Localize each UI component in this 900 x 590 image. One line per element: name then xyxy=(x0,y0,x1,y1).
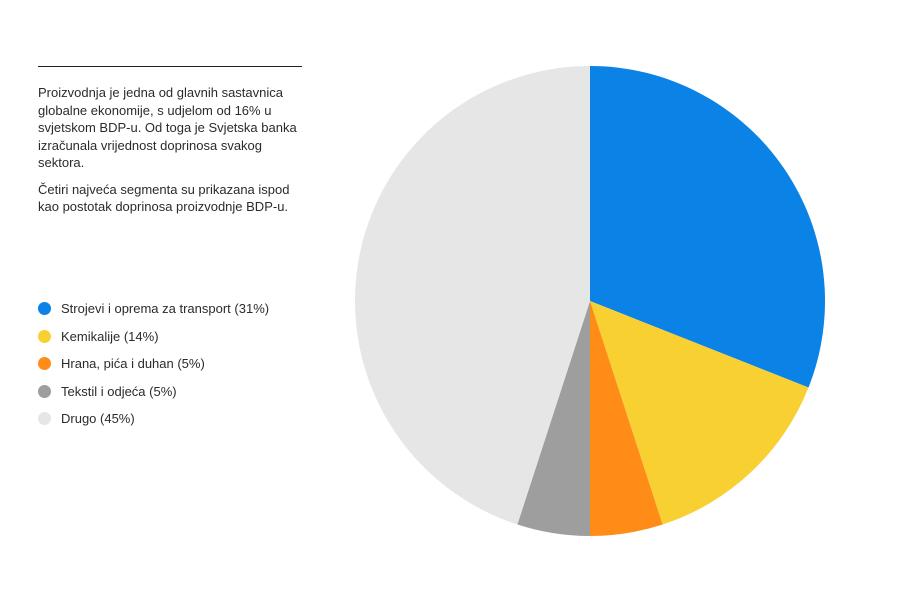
legend-swatch-other xyxy=(38,412,51,425)
pie-chart xyxy=(354,65,826,536)
pie-slices xyxy=(354,65,826,536)
legend-label-food: Hrana, pića i duhan (5%) xyxy=(61,356,205,371)
intro-paragraph-2: Četiri najveća segmenta su prikazana isp… xyxy=(38,181,290,215)
legend-item-chemicals: Kemikalije (14%) xyxy=(38,328,300,346)
chart-legend: Strojevi i oprema za transport (31%) Kem… xyxy=(38,300,300,438)
legend-item-other: Drugo (45%) xyxy=(38,410,300,428)
legend-label-textiles: Tekstil i odjeća (5%) xyxy=(61,383,177,399)
pie-slice-other xyxy=(354,65,590,525)
pie-slice-machinery xyxy=(590,66,826,388)
legend-item-food: Hrana, pića i duhan (5%) xyxy=(38,355,300,373)
legend-swatch-machinery xyxy=(38,302,51,315)
legend-swatch-chemicals xyxy=(38,329,51,343)
intro-text: Proizvodnja je jedna od glavnih sastavni… xyxy=(38,84,300,225)
legend-label-machinery: Strojevi i oprema za transport (31%) xyxy=(61,301,270,316)
top-divider xyxy=(38,66,302,67)
pie-slice-textiles xyxy=(517,301,590,536)
legend-item-machinery: Strojevi i oprema za transport (31%) xyxy=(38,300,300,318)
legend-item-textiles: Tekstil i odjeća (5%) xyxy=(38,383,300,401)
legend-label-chemicals: Kemikalije (14%) xyxy=(61,328,159,344)
legend-swatch-textiles xyxy=(38,384,51,398)
pie-slice-chemicals xyxy=(590,301,809,525)
legend-label-other: Drugo (45%) xyxy=(61,411,135,426)
intro-paragraph-1: Proizvodnja je jedna od glavnih sastavni… xyxy=(38,85,297,170)
pie-slice-food xyxy=(590,301,663,536)
legend-swatch-food xyxy=(38,357,51,370)
